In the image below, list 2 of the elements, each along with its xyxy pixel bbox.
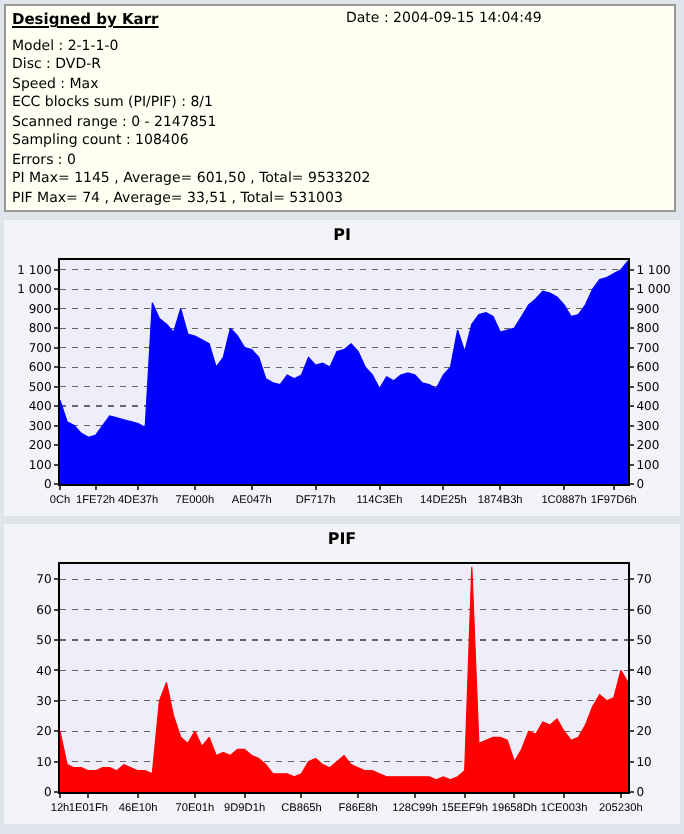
chart-title: PIF xyxy=(327,530,357,549)
chart-title: PI xyxy=(333,226,351,245)
